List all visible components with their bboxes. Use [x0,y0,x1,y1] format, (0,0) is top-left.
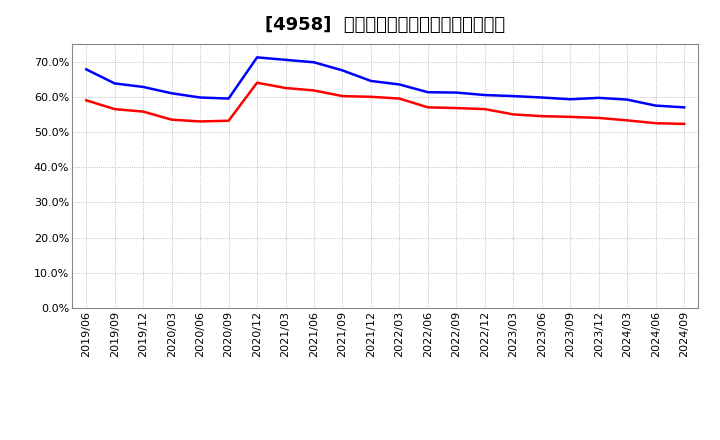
固定長期適合率 [537,114,546,119]
固定長期適合率 [110,106,119,112]
固定長期適合率 [423,105,432,110]
固定長期適合率 [167,117,176,122]
固定比率 [537,95,546,100]
Line: 固定比率: 固定比率 [86,57,684,107]
固定長期適合率 [566,114,575,120]
固定比率 [338,68,347,73]
固定長期適合率 [480,106,489,112]
固定長期適合率 [139,109,148,114]
固定比率 [509,93,518,99]
固定比率 [139,84,148,90]
固定長期適合率 [623,118,631,123]
固定長期適合率 [452,106,461,111]
固定比率 [167,91,176,96]
固定長期適合率 [282,85,290,91]
固定長期適合率 [196,119,204,124]
固定比率 [282,57,290,62]
固定比率 [623,97,631,102]
固定長期適合率 [338,93,347,99]
固定比率 [566,97,575,102]
固定比率 [395,82,404,87]
固定長期適合率 [509,112,518,117]
Line: 固定長期適合率: 固定長期適合率 [86,83,684,124]
固定比率 [680,105,688,110]
固定長期適合率 [310,88,318,93]
固定比率 [366,78,375,84]
固定比率 [452,90,461,95]
固定比率 [595,95,603,100]
固定比率 [423,90,432,95]
固定比率 [480,92,489,98]
固定長期適合率 [253,80,261,85]
固定長期適合率 [680,121,688,127]
固定長期適合率 [82,98,91,103]
固定長期適合率 [366,94,375,99]
固定比率 [652,103,660,108]
Legend: 固定比率, 固定長期適合率: 固定比率, 固定長期適合率 [274,434,497,440]
固定比率 [196,95,204,100]
固定長期適合率 [225,118,233,123]
固定長期適合率 [395,96,404,101]
固定比率 [110,81,119,86]
固定比率 [310,60,318,65]
固定長期適合率 [595,115,603,121]
固定比率 [82,67,91,72]
固定長期適合率 [652,121,660,126]
固定比率 [253,55,261,60]
固定比率 [225,96,233,101]
Title: [4958]  固定比率、固定長期適合率の推移: [4958] 固定比率、固定長期適合率の推移 [265,16,505,34]
